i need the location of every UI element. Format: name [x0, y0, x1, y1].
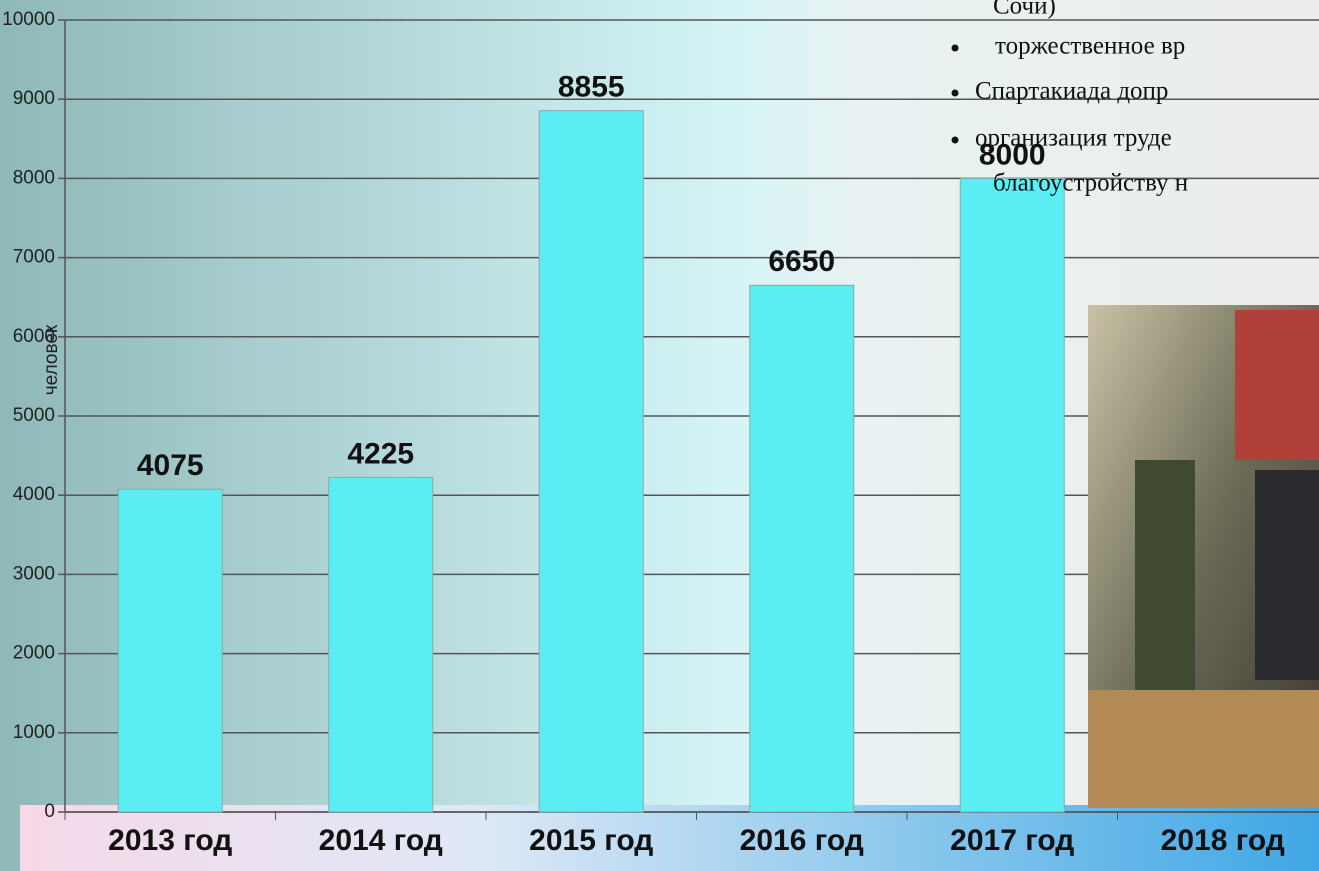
- plot: 0 1000 2000 3000 4000 5000 6000 7000 8000 9000 100…: [2, 9, 1319, 857]
- photo: [1088, 305, 1319, 808]
- bullet-text: благоустройству н: [993, 170, 1188, 197]
- y-tick-label: 10000: [2, 9, 55, 30]
- y-tick-label: 3000: [13, 563, 55, 584]
- floor: [1088, 690, 1319, 808]
- bullet-text: Спартакиада допр: [975, 78, 1168, 105]
- y-tick-label: 4000: [13, 484, 55, 505]
- category-strip: [20, 805, 1319, 871]
- y-tick-label: 7000: [13, 247, 55, 268]
- bullet-text: торжественное вр: [995, 33, 1185, 60]
- data-label: 8000: [979, 138, 1046, 171]
- x-tick-label: 2016 год: [740, 824, 864, 857]
- x-tick-label: 2013 год: [108, 824, 232, 857]
- data-label: 8855: [558, 71, 625, 104]
- y-tick-label: 9000: [13, 88, 55, 109]
- x-tick-label: 2014 год: [319, 824, 443, 857]
- y-tick-label: 1000: [13, 722, 55, 743]
- data-label: 4225: [347, 437, 414, 470]
- figure: [1255, 470, 1319, 680]
- bar: [538, 110, 644, 813]
- figure: [1135, 460, 1195, 710]
- bullets: Сочи) торжественное вр Спартакиада допр орг…: [951, 0, 1188, 197]
- bullet-text: организация труде: [975, 125, 1172, 152]
- bar: [959, 177, 1065, 813]
- bar: [328, 476, 434, 813]
- data-label: 6650: [768, 245, 835, 278]
- x-tick-label: 2018 год: [1161, 824, 1285, 857]
- bullet-text: Сочи): [993, 0, 1056, 20]
- bar: [749, 284, 855, 813]
- y-axis-label: человек: [41, 324, 62, 395]
- x-tick-label: 2017 год: [950, 824, 1074, 857]
- bullet-dot: [951, 136, 959, 144]
- bullet-dot: [951, 89, 959, 97]
- data-label: 4075: [137, 449, 204, 482]
- poster: [1235, 310, 1319, 460]
- y-tick-label: 6000: [13, 326, 55, 347]
- bullet-dot: [951, 44, 959, 52]
- x-tick-label: 2015 год: [529, 824, 653, 857]
- y-tick-label: 5000: [13, 405, 55, 426]
- y-tick-label: 8000: [13, 167, 55, 188]
- bar: [117, 488, 223, 813]
- y-tick-label: 2000: [13, 643, 55, 664]
- y-tick-label: 0: [44, 801, 55, 822]
